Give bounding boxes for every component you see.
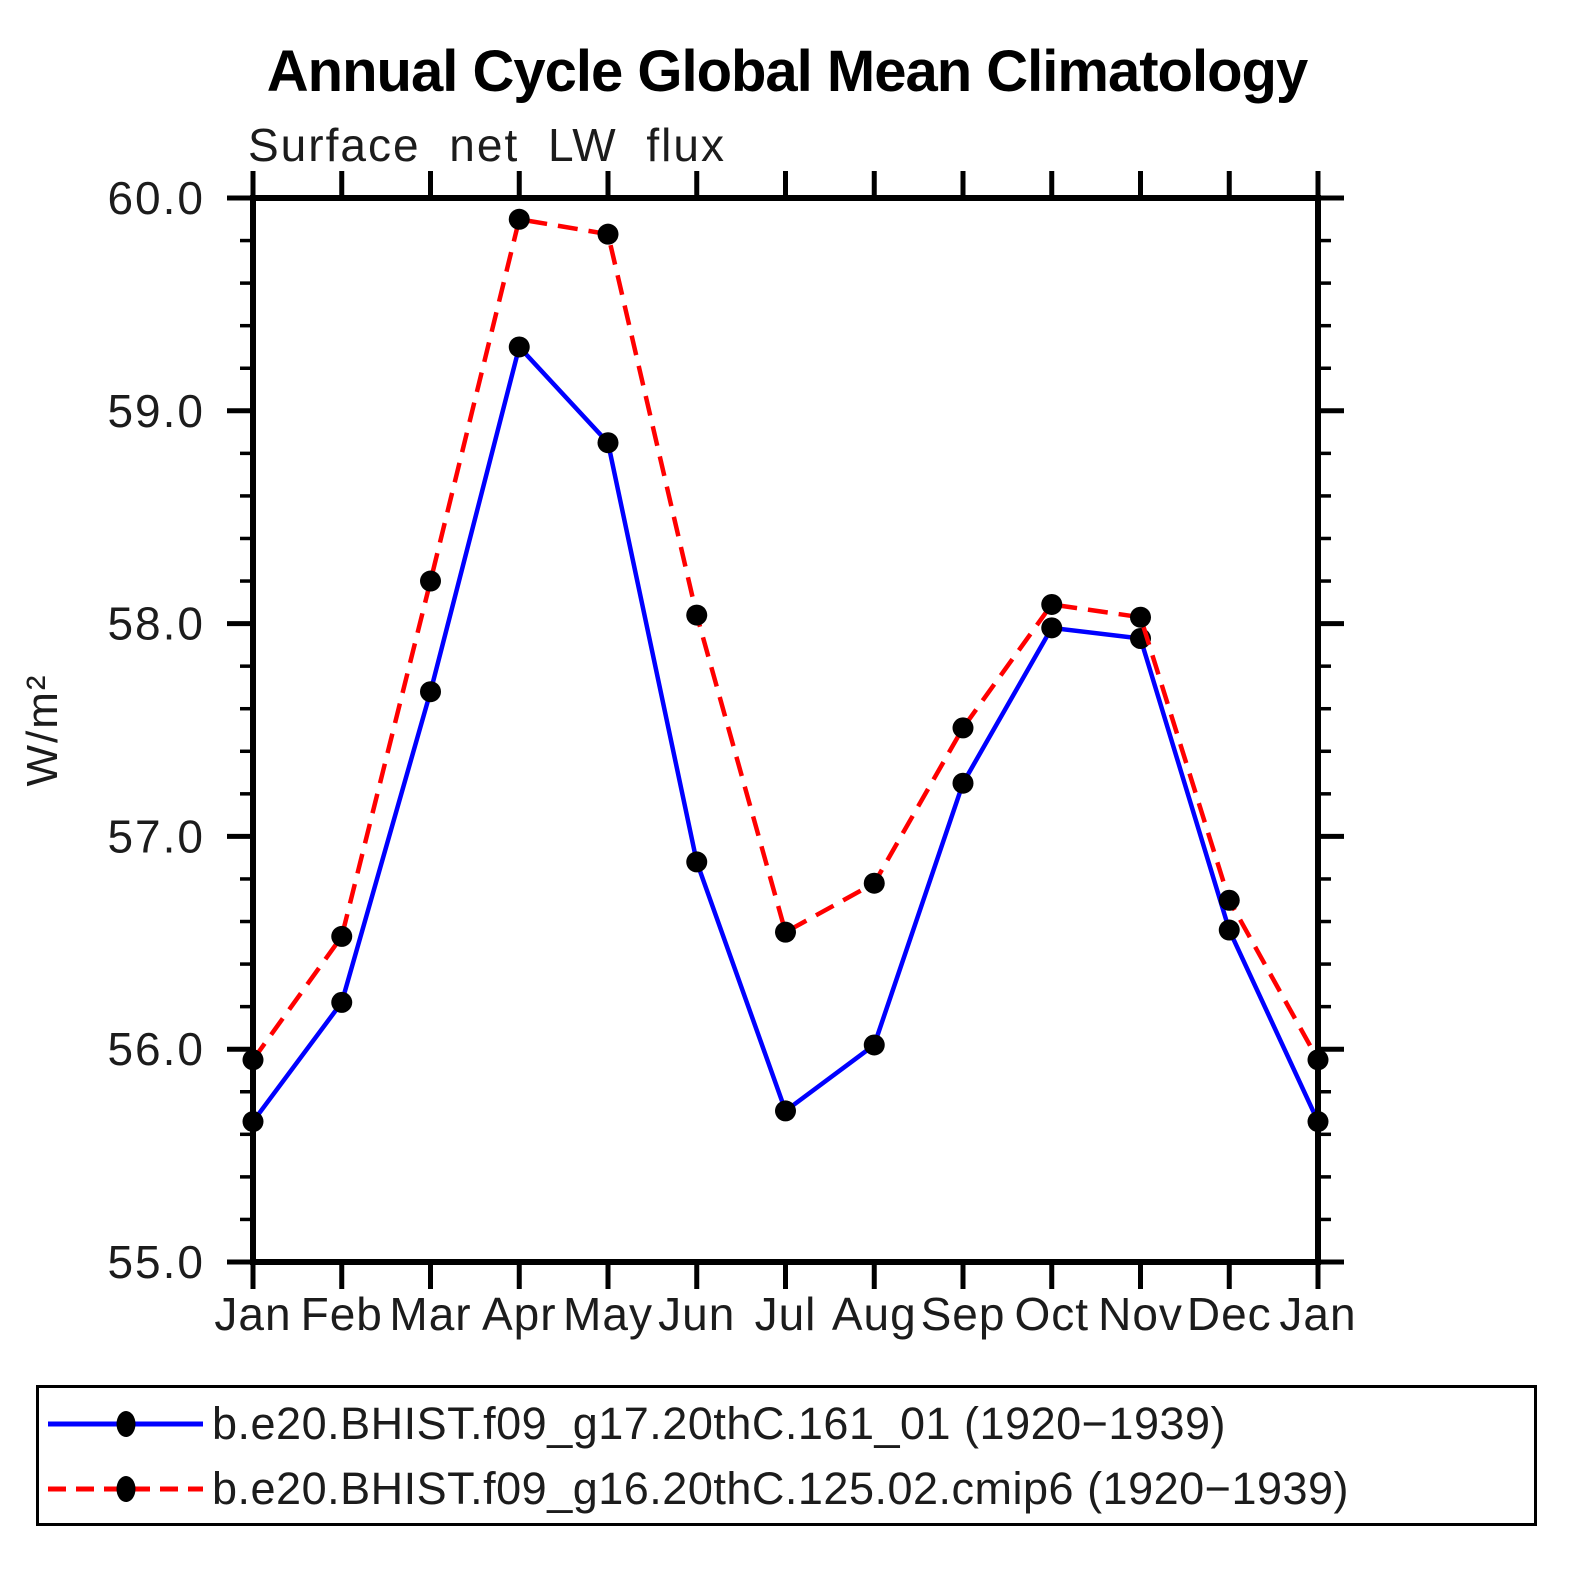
data-point-marker bbox=[420, 681, 441, 703]
data-point-marker bbox=[508, 336, 530, 358]
data-point-marker bbox=[952, 772, 974, 794]
y-tick-label: 58.0 bbox=[107, 598, 205, 650]
legend-item-label: b.e20.BHIST.f09_g16.20thC.125.02.cmip6 (… bbox=[212, 1463, 1350, 1514]
chart-title: Annual Cycle Global Mean Climatology bbox=[266, 39, 1308, 104]
legend-item: b.e20.BHIST.f09_g17.20thC.161_01 (1920−1… bbox=[42, 1397, 1226, 1451]
data-point-marker bbox=[952, 717, 974, 739]
data-point-marker bbox=[597, 223, 619, 245]
data-point-marker bbox=[863, 1034, 885, 1056]
y-tick-label: 57.0 bbox=[107, 810, 205, 862]
x-tick-label: Sep bbox=[921, 1288, 1006, 1340]
x-tick-label: Oct bbox=[1014, 1288, 1089, 1340]
legend-key bbox=[48, 1411, 203, 1437]
y-tick-label: 59.0 bbox=[107, 385, 205, 437]
data-point-marker bbox=[420, 570, 441, 592]
legend-key bbox=[48, 1476, 203, 1502]
x-tick-label: Dec bbox=[1187, 1288, 1272, 1340]
x-tick-label: Jul bbox=[755, 1288, 817, 1340]
x-tick-label: Jan bbox=[214, 1288, 291, 1340]
x-tick-label: Aug bbox=[832, 1288, 917, 1340]
x-tick-label: Jan bbox=[1279, 1288, 1356, 1340]
data-point-marker bbox=[775, 1100, 796, 1122]
y-tick-label: 60.0 bbox=[107, 172, 205, 224]
x-tick-label: Feb bbox=[301, 1288, 383, 1340]
legend-item: b.e20.BHIST.f09_g16.20thC.125.02.cmip6 (… bbox=[42, 1462, 1349, 1516]
data-point-marker bbox=[863, 872, 885, 894]
data-point-marker bbox=[331, 925, 353, 947]
legend-key-marker bbox=[116, 1476, 136, 1502]
data-point-marker bbox=[597, 432, 619, 454]
data-point-marker bbox=[1130, 606, 1151, 628]
chart-subtitle: Surface net LW flux bbox=[248, 119, 726, 171]
series-line-0 bbox=[251, 342, 1321, 1123]
legend-key-marker bbox=[116, 1411, 136, 1437]
x-tick-label: Jun bbox=[658, 1288, 735, 1340]
legend-item-label: b.e20.BHIST.f09_g17.20thC.161_01 (1920−1… bbox=[212, 1398, 1227, 1449]
y-tick-label: 55.0 bbox=[107, 1236, 205, 1288]
data-point-marker bbox=[686, 604, 708, 626]
data-point-marker bbox=[1041, 593, 1063, 615]
x-tick-label: May bbox=[563, 1288, 653, 1340]
y-axis-label: W/m² bbox=[18, 673, 67, 786]
plot-frame bbox=[250, 195, 1321, 1265]
y-tick-label: 56.0 bbox=[107, 1023, 205, 1075]
legend: b.e20.BHIST.f09_g17.20thC.161_01 (1920−1… bbox=[36, 1385, 1537, 1526]
data-point-marker bbox=[1218, 889, 1240, 911]
x-tick-label: Nov bbox=[1098, 1288, 1183, 1340]
data-point-marker bbox=[331, 991, 353, 1013]
data-point-marker bbox=[1041, 617, 1063, 639]
x-tick-label: Apr bbox=[482, 1288, 557, 1340]
data-point-marker bbox=[508, 208, 530, 230]
x-tick-label: Mar bbox=[389, 1288, 471, 1340]
data-point-marker bbox=[1218, 919, 1240, 941]
data-point-marker bbox=[775, 921, 796, 943]
data-point-marker bbox=[686, 851, 708, 873]
